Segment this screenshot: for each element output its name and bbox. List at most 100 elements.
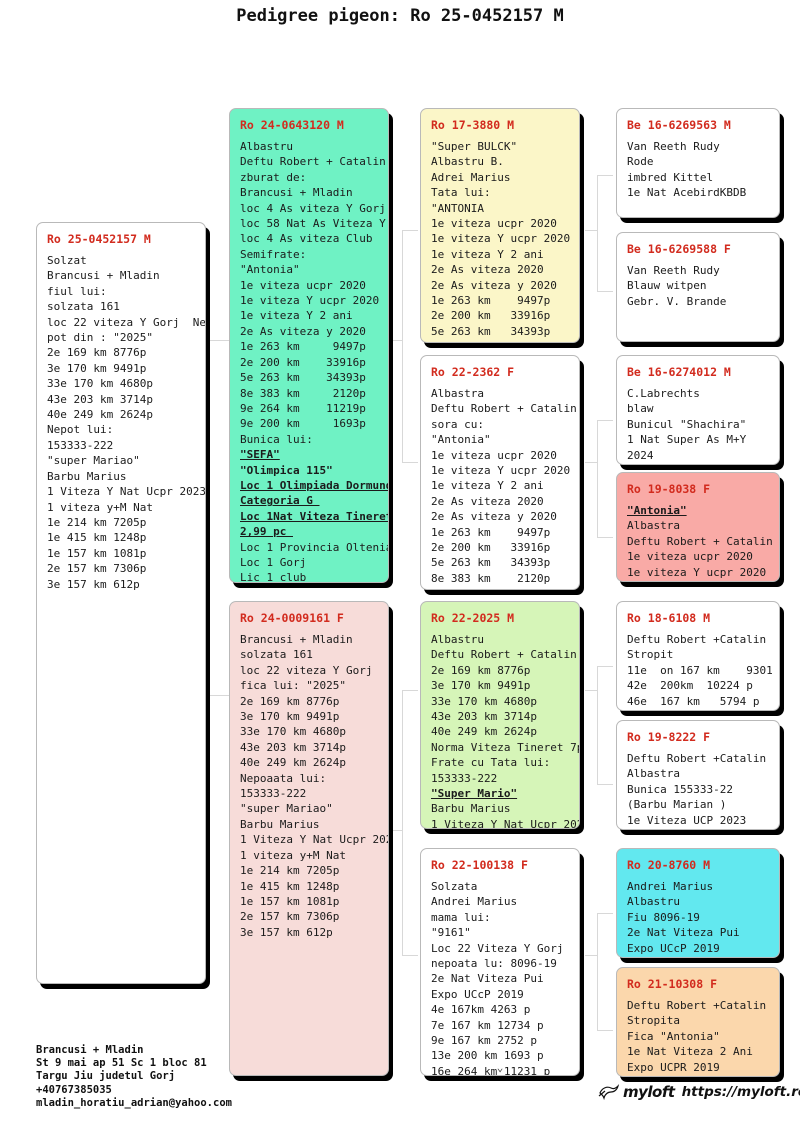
card-line: Stropit: [627, 648, 674, 662]
card-line: 1e viteza Y 2 ani: [431, 479, 544, 493]
pedigree-card-be-16-6269588-f[interactable]: Be 16-6269588 F Van Reeth Rudy Blauw witp…: [616, 232, 780, 342]
card-line: Brancusi + Mladin: [240, 186, 353, 200]
card-line: 11e on 167 km 9301 p: [627, 663, 780, 677]
connector-line: [597, 291, 613, 292]
card-lines: Deftu Robert +Catalin Stropita Fica "Anton…: [627, 998, 770, 1075]
card-line: Barbu Marius: [240, 817, 320, 831]
card-id: Be 16-6269588 F: [627, 242, 731, 256]
card-line: Bunicul "Shachira": [627, 417, 747, 431]
card-line: Expo UCPR 2019: [627, 1060, 720, 1074]
card-line: Solzata: [431, 880, 478, 893]
card-line: loc 22 viteza Y Gorj Ne: [47, 315, 206, 329]
card-id: Ro 18-6108 M: [627, 611, 711, 625]
card-lines: "Antonia" Albastra Deftu Robert + Catalin 1…: [627, 503, 773, 580]
card-line: Rode: [627, 155, 654, 169]
card-line: 2e 200 km 33916p: [240, 355, 366, 369]
pedigree-card-ro-21-10308-f[interactable]: Ro 21-10308 F Deftu Robert +Catalin Strop…: [616, 967, 780, 1077]
card-line: "Olimpica 115": [240, 463, 333, 477]
card-line: 7e 167 km 12734 p: [431, 1018, 544, 1032]
card-line: 1e 157 km 1081p: [47, 546, 147, 560]
page-title: Pedigree pigeon: Ro 25-0452157 M: [236, 6, 564, 26]
card-line: Albastru: [627, 895, 680, 909]
brand-url[interactable]: https://myloft.ro: [681, 1084, 800, 1100]
card-line: solzata 161: [240, 648, 313, 662]
pedigree-card-ro-18-6108-m[interactable]: Ro 18-6108 M Deftu Robert +Catalin Stropi…: [616, 601, 780, 711]
card-line: 43e 203 km 3714p: [240, 740, 346, 754]
card-line: 3e 170 km 9491p: [47, 361, 147, 375]
card-line: 2e 169 km 8776p: [431, 663, 531, 677]
card-line: 43e 203 km 3714p: [431, 710, 537, 724]
card-line: Fiu 8096-19: [627, 910, 700, 924]
card-line: pot din : "2025": [47, 331, 153, 345]
card-line: loc 58 Nat As Viteza Y: [240, 217, 386, 231]
card-lines: "Super BULCK" Albastru B. Adrei Marius Tata…: [431, 139, 570, 342]
connector-line: [597, 913, 598, 1030]
card-line: 1e viteza ucpr 2020: [240, 278, 366, 292]
card-line: zburat de:: [240, 170, 307, 184]
card-line: Andrei Marius: [627, 880, 714, 893]
brand-footer[interactable]: myloft https://myloft.ro: [598, 1083, 800, 1101]
card-lines: Brancusi + Mladin solzata 161 loc 22 vitez…: [240, 632, 388, 940]
card-line: 1e viteza Y ucpr 2020: [240, 294, 380, 308]
card-line: 2e Nat Viteza Pui: [627, 926, 740, 940]
card-line: "SEFA": [240, 448, 280, 462]
card-lines: Albastru Deftu Robert + Catalin 2e 169 km …: [431, 632, 580, 829]
pedigree-card-ro-22-100138-f[interactable]: Ro 22-100138 F Solzata Andrei Marius mama …: [420, 848, 580, 1076]
card-line: 1e 157 km 1081p: [240, 894, 340, 908]
card-line: 2e 157 km 7306p: [47, 562, 147, 576]
card-line: (Barbu Marian ): [627, 798, 727, 812]
pedigree-card-ro-17-3880-m[interactable]: Ro 17-3880 M "Super BULCK" Albastru B. Adr…: [420, 108, 580, 343]
card-id: Ro 22-2362 F: [431, 365, 515, 379]
card-id: Ro 19-8222 F: [627, 730, 711, 744]
card-line: 43e 203 km 3714p: [47, 392, 153, 406]
connector-line: [597, 420, 598, 537]
connector-line: [597, 420, 613, 421]
card-line: 40e 249 km 2624p: [240, 756, 346, 770]
card-line: 1e Nat AcebirdKBDB: [627, 186, 747, 200]
card-line: Deftu Robert + Catalin: [431, 648, 577, 662]
connector-line: [402, 690, 403, 955]
card-line: 2,99 pc: [240, 525, 293, 539]
card-line: nepoata lu: 8096-19: [431, 957, 557, 971]
card-line: "Antonia": [627, 504, 687, 517]
connector-line: [585, 230, 597, 231]
card-line: loc 4 As viteza Club: [240, 232, 373, 246]
chevron-down-icon[interactable]: ⌄: [496, 1061, 504, 1074]
card-line: Loc 1 Olimpiada Dormund: [240, 478, 389, 492]
card-line: 8e 383 km 2120p: [431, 571, 551, 585]
pedigree-card-be-16-6269563-m[interactable]: Be 16-6269563 M Van Reeth Rudy Rode imbred…: [616, 108, 780, 218]
connector-line: [597, 784, 613, 785]
card-line: 2e As viteza 2020: [431, 494, 544, 508]
card-line: loc 4 As viteza Y Gorj: [240, 201, 386, 215]
card-line: Semifrate:: [240, 247, 307, 261]
card-line: Bunica 155333-22: [627, 782, 733, 796]
pedigree-card-ro-22-2362-f[interactable]: Ro 22-2362 F Albastra Deftu Robert + Cata…: [420, 355, 580, 590]
card-lines: Solzat Brancusi + Mladin fiul lui: solzata …: [47, 253, 206, 592]
contact-line: mladin_horatiu_adrian@yahoo.com: [36, 1096, 232, 1109]
card-line: solzata 161: [47, 300, 120, 314]
card-line: 33e 170 km 4680p: [431, 694, 537, 708]
card-line: 1e viteza ucpr 2020: [431, 217, 557, 231]
card-line: 8e 383 km 2120p: [240, 386, 366, 400]
pedigree-card-ro-22-2025-m[interactable]: Ro 22-2025 M Albastru Deftu Robert + Cata…: [420, 601, 580, 829]
card-line: loc 22 viteza Y Gorj: [240, 663, 373, 677]
card-lines: Andrei Marius Albastru Fiu 8096-19 2e Nat V…: [627, 879, 770, 956]
pedigree-card-ro-19-8222-f[interactable]: Ro 19-8222 F Deftu Robert +Catalin Albast…: [616, 720, 780, 830]
card-line: Albastra: [627, 519, 680, 533]
card-line: fica lui: "2025": [240, 679, 346, 693]
card-id: Ro 22-2025 M: [431, 611, 515, 625]
pedigree-card-ro-24-0643120-m[interactable]: Ro 24-0643120 M Albastru Deftu Robert + C…: [229, 108, 389, 583]
pedigree-card-ro-20-8760-m[interactable]: Ro 20-8760 M Andrei Marius Albastru Fiu 80…: [616, 848, 780, 958]
card-line: 4e 167km 4263 p: [431, 1003, 531, 1017]
pedigree-card-be-16-6274012-m[interactable]: Be 16-6274012 M C.Labrechts blaw Bunicul "…: [616, 355, 780, 465]
card-line: 2e Nat Viteza Pui: [431, 972, 544, 986]
card-id: Be 16-6269563 M: [627, 118, 731, 132]
card-lines: Deftu Robert +Catalin Albastra Bunica 1553…: [627, 751, 770, 828]
card-line: 1e 415 km 1248p: [47, 531, 147, 545]
card-line: 1 Viteza Y Nat Ucpr 2023: [431, 817, 580, 829]
card-line: Van Reeth Rudy: [627, 264, 720, 277]
pedigree-card-ro-24-0009161-f[interactable]: Ro 24-0009161 F Brancusi + Mladin solzata…: [229, 601, 389, 1076]
pedigree-card-subject[interactable]: Ro 25-0452157 M Solzat Brancusi + Mladin f…: [36, 222, 206, 984]
card-line: Van Reeth Rudy: [627, 140, 720, 153]
pedigree-card-ro-19-8038-f[interactable]: Ro 19-8038 F "Antonia" Albastra Deftu Robe…: [616, 472, 780, 582]
